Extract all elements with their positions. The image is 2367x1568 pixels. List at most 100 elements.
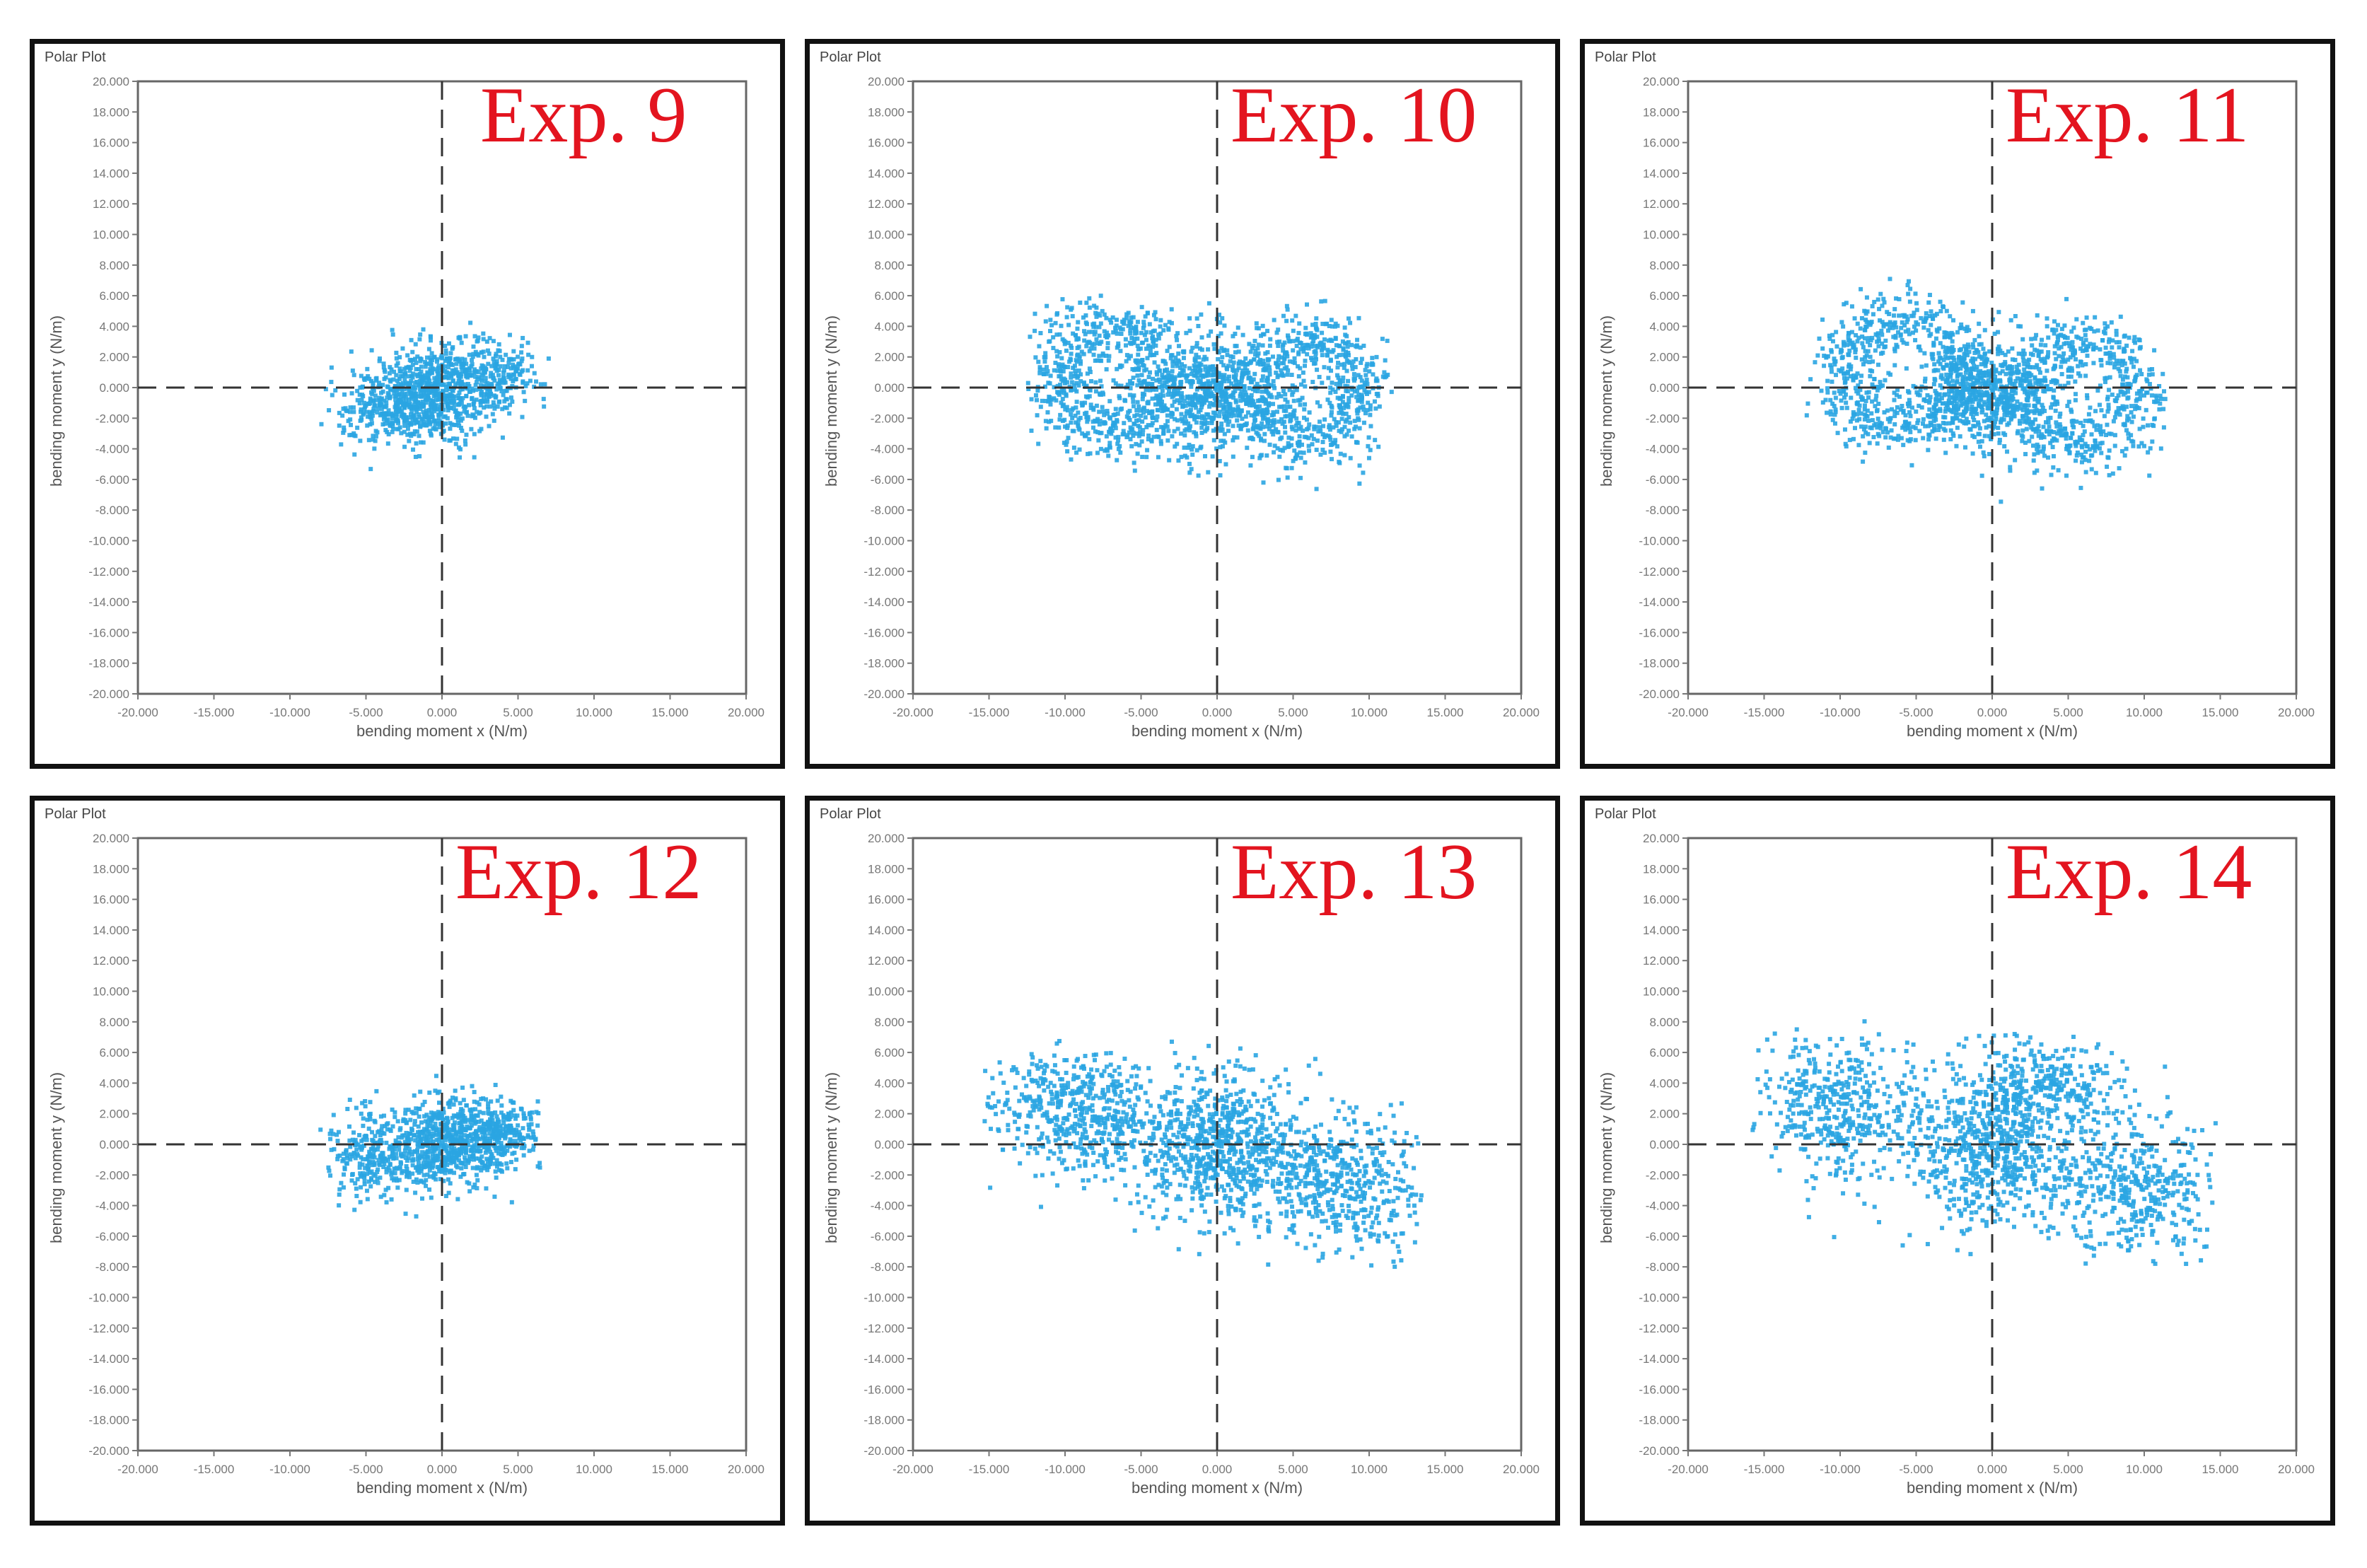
y-tick-label: 16.000 — [1643, 893, 1680, 907]
x-tick-label: -15.000 — [1744, 1463, 1785, 1476]
x-tick-label: 5.000 — [2053, 1463, 2083, 1476]
y-tick-label: -16.000 — [1639, 626, 1680, 639]
y-tick-label: 10.000 — [93, 228, 129, 242]
y-tick-label: -20.000 — [1639, 687, 1680, 701]
y-tick-label: -6.000 — [871, 473, 905, 487]
y-tick-label: 8.000 — [874, 1016, 905, 1029]
x-axis-label: bending moment x (N/m) — [1906, 722, 2078, 740]
y-tick-label: -2.000 — [871, 412, 905, 425]
y-tick-label: 20.000 — [93, 832, 129, 845]
y-axis-label: bending moment y (N/m) — [47, 1072, 65, 1243]
chart-panel-6: Polar Plot 20.000 18.000 16.000 14.000 12.00… — [1580, 796, 2335, 1526]
y-tick-label: 6.000 — [99, 1046, 129, 1059]
y-tick-label: -16.000 — [88, 626, 129, 639]
y-tick-label: 12.000 — [93, 197, 129, 211]
y-tick-label: 4.000 — [99, 320, 129, 333]
y-tick-label: 14.000 — [1643, 924, 1680, 937]
y-tick-label: 14.000 — [868, 924, 905, 937]
y-tick-label: 0.000 — [99, 381, 129, 395]
x-tick-label: 15.000 — [652, 1463, 689, 1476]
y-tick-label: -20.000 — [1639, 1444, 1680, 1458]
y-tick-label: 4.000 — [99, 1076, 129, 1090]
x-tick-label: 0.000 — [1977, 1463, 2008, 1476]
x-tick-label: 0.000 — [1977, 706, 2008, 719]
chart-panel-5: Polar Plot 20.000 18.000 16.000 14.000 12.00… — [805, 796, 1560, 1526]
y-tick-label: 0.000 — [1649, 1138, 1680, 1151]
y-tick-label: 16.000 — [868, 893, 905, 907]
x-tick-label: -15.000 — [969, 1463, 1010, 1476]
y-tick-label: 6.000 — [1649, 289, 1680, 303]
x-tick-label: -5.000 — [1124, 1463, 1158, 1476]
x-tick-label: 10.000 — [1351, 706, 1388, 719]
x-tick-label: -10.000 — [1045, 1463, 1086, 1476]
y-tick-label: 0.000 — [874, 1138, 905, 1151]
y-tick-label: 6.000 — [99, 289, 129, 303]
scatter-plot: 20.000 18.000 16.000 14.000 12.000 10.000 8.00… — [88, 75, 764, 719]
x-tick-label: 10.000 — [576, 1463, 612, 1476]
y-tick-label: -18.000 — [863, 1414, 905, 1427]
y-tick-label: -8.000 — [871, 504, 905, 517]
scatter-plot: 20.000 18.000 16.000 14.000 12.000 10.000 8.00… — [863, 832, 1540, 1476]
y-tick-label: 8.000 — [1649, 259, 1680, 272]
x-tick-label: -20.000 — [1668, 1463, 1709, 1476]
panel-title: Polar Plot — [1595, 50, 1656, 65]
y-tick-label: -8.000 — [95, 1260, 129, 1274]
x-tick-label: 0.000 — [427, 1463, 458, 1476]
y-tick-label: -10.000 — [1639, 535, 1680, 548]
x-tick-label: 20.000 — [2278, 706, 2315, 719]
y-tick-label: -12.000 — [88, 565, 129, 579]
y-tick-label: 0.000 — [874, 381, 905, 395]
y-axis-label: bending moment y (N/m) — [1598, 315, 1615, 487]
y-tick-label: -4.000 — [1646, 443, 1680, 456]
y-tick-label: 4.000 — [874, 320, 905, 333]
panel-title: Polar Plot — [45, 806, 106, 822]
x-tick-label: -15.000 — [969, 706, 1010, 719]
y-axis-label: bending moment y (N/m) — [822, 1072, 840, 1243]
y-tick-label: 10.000 — [1643, 228, 1680, 242]
y-tick-label: -12.000 — [1639, 565, 1680, 579]
x-tick-label: 0.000 — [1202, 1463, 1233, 1476]
y-tick-label: 14.000 — [93, 167, 129, 180]
x-tick-label: -5.000 — [1124, 706, 1158, 719]
x-tick-label: 0.000 — [427, 706, 458, 719]
y-tick-label: -14.000 — [88, 596, 129, 609]
x-tick-label: 15.000 — [2202, 706, 2239, 719]
y-tick-label: -10.000 — [88, 535, 129, 548]
y-tick-label: -6.000 — [1646, 1230, 1680, 1243]
x-tick-label: 5.000 — [1278, 706, 1308, 719]
x-tick-label: -10.000 — [1045, 706, 1086, 719]
y-tick-label: 14.000 — [1643, 167, 1680, 180]
y-tick-label: 6.000 — [874, 289, 905, 303]
x-tick-label: -20.000 — [892, 1463, 934, 1476]
panel-title: Polar Plot — [45, 50, 106, 65]
y-tick-label: 16.000 — [93, 893, 129, 907]
y-tick-label: -4.000 — [95, 443, 129, 456]
y-tick-label: 10.000 — [93, 985, 129, 999]
scatter-points — [1804, 277, 2168, 504]
y-tick-label: -16.000 — [863, 1383, 905, 1396]
y-tick-label: 18.000 — [93, 105, 129, 119]
y-tick-label: 4.000 — [1649, 320, 1680, 333]
chart-panel-4: Polar Plot 20.000 18.000 16.000 14.000 12.00… — [30, 796, 785, 1526]
y-tick-label: 8.000 — [99, 259, 129, 272]
y-tick-label: 6.000 — [1649, 1046, 1680, 1059]
y-tick-label: -2.000 — [95, 1168, 129, 1182]
x-tick-label: -5.000 — [349, 1463, 383, 1476]
x-tick-label: 20.000 — [728, 1463, 764, 1476]
y-tick-label: -18.000 — [88, 1414, 129, 1427]
panel-title: Polar Plot — [820, 50, 881, 65]
y-tick-label: 4.000 — [1649, 1076, 1680, 1090]
y-tick-label: 18.000 — [1643, 862, 1680, 876]
y-tick-label: -6.000 — [1646, 473, 1680, 487]
y-tick-label: 20.000 — [93, 75, 129, 88]
y-tick-label: 18.000 — [868, 105, 905, 119]
y-tick-label: -14.000 — [863, 1352, 905, 1366]
y-tick-label: -8.000 — [1646, 1260, 1680, 1274]
y-tick-label: -2.000 — [1646, 412, 1680, 425]
x-tick-label: 0.000 — [1202, 706, 1233, 719]
y-tick-label: -16.000 — [88, 1383, 129, 1396]
y-tick-label: -10.000 — [863, 1291, 905, 1305]
y-tick-label: -14.000 — [88, 1352, 129, 1366]
y-tick-label: 8.000 — [99, 1016, 129, 1029]
y-tick-label: 12.000 — [868, 197, 905, 211]
